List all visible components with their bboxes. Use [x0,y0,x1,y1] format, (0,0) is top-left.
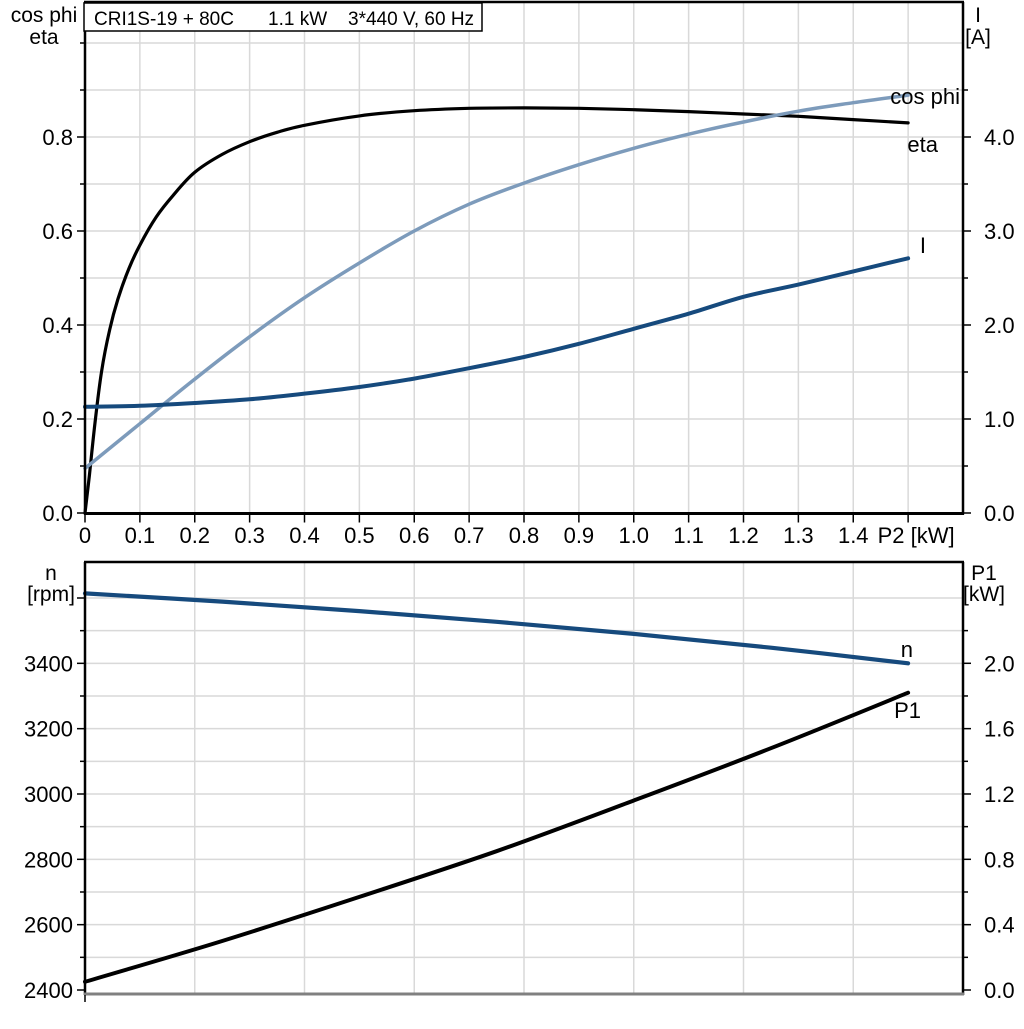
speed-curve-label: n [901,637,913,662]
tick-label: 0.1 [125,523,156,548]
tick-label: 0 [79,523,91,548]
tick-label: 1.4 [838,523,869,548]
tick-label: 1.2 [728,523,759,548]
curve-labels: cos phi eta I n P1 [890,84,960,723]
tick-label: 0.4 [42,313,73,338]
supply-voltage: 3*440 V, 60 Hz [348,9,474,30]
tick-label: 0.0 [984,501,1015,526]
n-curve [82,591,911,666]
current-curve-label: I [920,233,926,258]
eta-curve-label: eta [907,132,938,157]
tick-label: 3400 [24,651,73,676]
axis-headers: cos phi eta I [A] n [rpm] P1 [kW] [11,4,1005,606]
tick-label: 1.2 [984,782,1015,807]
p1-curve-label: P1 [894,698,921,723]
tick-label: 2400 [24,978,73,1003]
tick-label: 4.0 [984,125,1015,150]
tick-label: 0.9 [564,523,595,548]
speed-power-chart: 2400 2600 2800 3000 3200 3400 0.0 0.4 0.8 1.2 1.6 2… [24,560,1015,1003]
bottom-right-axis-header-p1: P1 [971,562,997,585]
tick-label: 0.4 [289,523,320,548]
tick-label: 2600 [24,913,73,938]
tick-label: 0.2 [42,407,73,432]
tick-label: 0.0 [42,501,73,526]
tick-label: 2800 [24,847,73,872]
tick-label: 1.1 [673,523,704,548]
tick-label: 1.0 [618,523,649,548]
tick-label: 0.8 [509,523,540,548]
cos-phi-curve-label: cos phi [890,84,960,109]
top-left-axis-header-cosphi: cos phi [11,4,78,27]
motor-power: 1.1 kW [268,9,327,30]
tick-label: 0.6 [399,523,430,548]
I-curve [83,256,911,409]
tick-label: 0.8 [42,125,73,150]
tick-label: P2 [kW] [878,523,955,548]
tick-label: 0.3 [234,523,265,548]
pump-model: CRI1S-19 + 80C [94,9,234,30]
tick-label: 1.3 [783,523,814,548]
tick-label: 1.0 [984,407,1015,432]
bottom-left-axis-header-rpm-unit: [rpm] [27,583,75,606]
tick-label: 2.0 [984,651,1015,676]
top-right-axis-header-amps-unit: [A] [965,26,991,49]
tick-label: 3000 [24,782,73,807]
title-box-frame [83,2,483,32]
tick-label: 0.2 [179,523,210,548]
tick-label: 1.6 [984,717,1015,742]
tick-label: 0.8 [984,847,1015,872]
tick-label: 0.7 [454,523,485,548]
motor-performance-chart: 0.0 0.2 0.4 0.6 0.8 0.0 1.0 2.0 3.0 4.0 0 0.1 0.2 0.3… [42,0,1015,548]
tick-label: 3.0 [984,219,1015,244]
top-left-axis-header-eta: eta [29,26,59,49]
title-box: CRI1S-19 + 80C 1.1 kW 3*440 V, 60 Hz [83,2,483,32]
tick-label: 0.6 [42,219,73,244]
P1-curve [83,690,911,984]
tick-label: 0.4 [984,913,1015,938]
eta-curve [83,106,910,515]
tick-label: 3200 [24,717,73,742]
top-right-axis-header-current: I [975,4,981,27]
tick-label: 0.0 [984,978,1015,1003]
bottom-left-axis-header-speed: n [45,562,57,585]
bottom-right-axis-header-kw-unit: [kW] [963,583,1005,606]
title-box-text: CRI1S-19 + 80C 1.1 kW 3*440 V, 60 Hz [94,9,474,30]
cos-phi-curve [83,93,910,471]
tick-label: 2.0 [984,313,1015,338]
tick-label: 0.5 [344,523,375,548]
